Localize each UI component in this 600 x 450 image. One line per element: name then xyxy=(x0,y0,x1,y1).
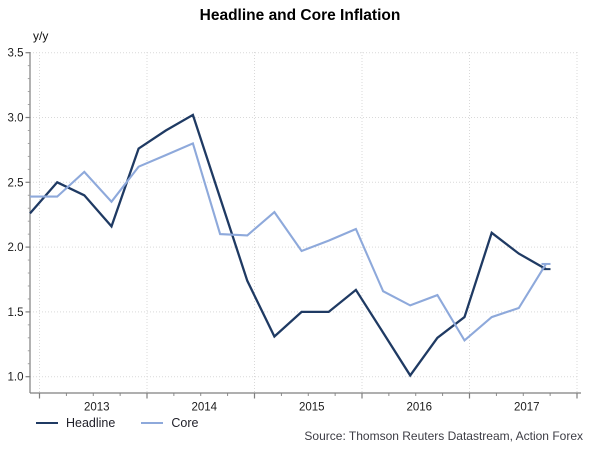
legend-label-headline: Headline xyxy=(66,416,116,430)
legend-label-core: Core xyxy=(171,416,199,430)
chart-title: Headline and Core Inflation xyxy=(199,7,401,24)
legend-item-headline: Headline xyxy=(36,416,115,430)
core-line-swatch xyxy=(141,422,164,424)
headline-line-swatch xyxy=(36,422,58,424)
legend-item-core: Core xyxy=(141,416,198,430)
legend: Headline Core xyxy=(36,416,198,430)
y-axis-unit-label: y/y xyxy=(33,29,49,43)
x-year-label: 2014 xyxy=(191,402,217,414)
y-tick-label: 2.0 xyxy=(8,242,24,254)
y-tick-label: 1.0 xyxy=(8,372,24,384)
source-credit: Source: Thomson Reuters Datastream, Acti… xyxy=(304,429,583,443)
y-tick-label: 3.0 xyxy=(8,113,24,125)
x-year-label: 2016 xyxy=(406,402,432,414)
y-tick-label: 2.5 xyxy=(8,177,24,189)
series-line-headline xyxy=(29,113,547,378)
y-tick-label: 1.5 xyxy=(8,307,24,319)
series-line-core xyxy=(30,141,547,343)
x-year-label: 2017 xyxy=(514,402,540,414)
x-year-label: 2015 xyxy=(299,402,325,414)
x-year-label: 2013 xyxy=(84,402,110,414)
y-tick-label: 3.5 xyxy=(8,48,24,60)
